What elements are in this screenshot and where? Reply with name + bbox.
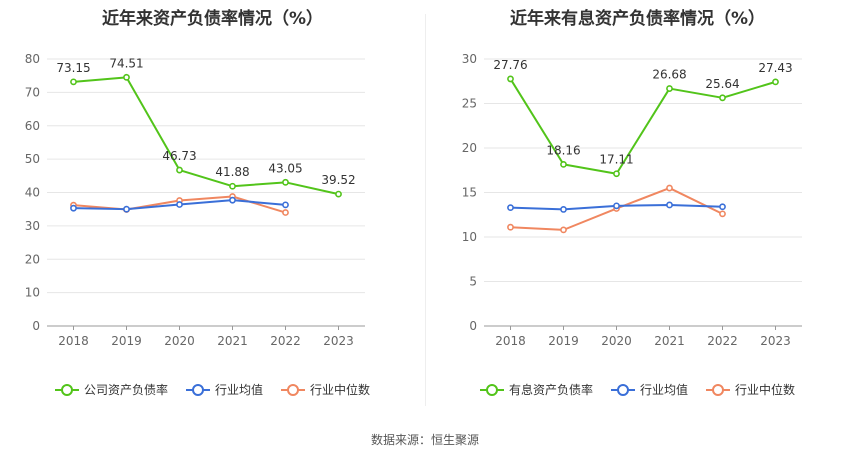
right-data-label: 26.68 [652, 68, 686, 82]
right-y-tick-label: 30 [462, 52, 477, 66]
left-data-point[interactable] [282, 178, 289, 186]
legend-item-2[interactable]: 行业中位数 [706, 381, 795, 398]
right-series-line-0 [509, 78, 776, 175]
left-data-point[interactable] [123, 205, 130, 213]
left-data-point[interactable] [282, 209, 289, 216]
left-y-tick-label: 30 [25, 219, 40, 233]
legend-item-1[interactable]: 行业均值 [185, 381, 263, 398]
left-chart-title: 近年来资产负债率情况（%） [101, 9, 324, 29]
right-x-tick-label: 2021 [654, 334, 685, 348]
left-line-chart: 0 10 20 30 40 50 60 70 80 2018 2019 2020 2021 2022 202… [25, 52, 365, 348]
right-data-point[interactable] [719, 210, 726, 218]
right-chart-legend: 有息资产负债率 行业均值 行业中位数 [425, 381, 850, 398]
left-data-point[interactable] [176, 201, 183, 208]
right-data-point[interactable] [666, 184, 673, 192]
left-data-label: 74.51 [109, 56, 143, 70]
left-data-point[interactable] [335, 190, 342, 198]
left-data-label: 46.73 [162, 149, 196, 163]
right-y-tick-label: 0 [469, 319, 477, 333]
left-data-point[interactable] [282, 201, 289, 209]
left-x-tick-label: 2023 [323, 334, 354, 348]
legend-swatch-icon [54, 383, 79, 397]
right-x-tick-label: 2018 [495, 334, 526, 348]
left-y-tick-label: 70 [25, 85, 40, 99]
right-data-point[interactable] [666, 85, 673, 92]
left-data-label: 41.88 [215, 165, 249, 179]
left-y-tick-label: 80 [25, 52, 40, 66]
left-data-label: 39.52 [321, 173, 355, 187]
right-x-tick-label: 2023 [760, 334, 791, 348]
left-chart-legend: 公司资产负债率 行业均值 行业中位数 [0, 381, 425, 398]
left-series-line-0 [73, 76, 339, 196]
legend-item-1[interactable]: 行业均值 [610, 381, 688, 398]
right-data-label: 18.16 [546, 143, 580, 157]
right-y-tick-label: 20 [462, 141, 477, 155]
legend-label: 行业均值 [214, 383, 263, 397]
left-x-tick-label: 2018 [58, 334, 89, 348]
right-y-tick-label: 15 [462, 186, 477, 200]
left-data-point[interactable] [229, 196, 236, 204]
right-data-point[interactable] [719, 203, 726, 211]
right-line-chart: 0 5 10 15 20 25 30 2018 2019 2020 2021 2022 2023 27.7… [462, 52, 802, 348]
left-x-tick-label: 2021 [217, 334, 248, 348]
right-y-tick-label: 5 [469, 275, 477, 289]
right-data-label: 17.11 [599, 153, 633, 167]
left-y-tick-label: 20 [25, 252, 40, 266]
right-data-point[interactable] [719, 94, 726, 102]
right-x-tick-label: 2019 [548, 334, 579, 348]
right-data-point[interactable] [560, 206, 567, 213]
right-data-label: 27.76 [493, 58, 527, 72]
left-data-point[interactable] [176, 166, 183, 174]
right-data-point[interactable] [613, 202, 620, 210]
legend-label: 行业中位数 [310, 383, 371, 397]
right-x-tick-label: 2020 [601, 334, 632, 348]
left-data-point[interactable] [229, 182, 236, 190]
legend-label: 行业中位数 [735, 383, 796, 397]
right-x-tick-label: 2022 [707, 334, 738, 348]
left-y-tick-label: 60 [25, 119, 40, 133]
right-data-point[interactable] [507, 223, 514, 231]
right-y-tick-label: 10 [462, 230, 477, 244]
left-data-point[interactable] [70, 78, 77, 86]
right-data-point[interactable] [507, 75, 514, 83]
right-y-tick-label: 25 [462, 97, 477, 111]
right-data-point[interactable] [507, 204, 514, 212]
right-data-point[interactable] [772, 78, 779, 86]
legend-label: 有息资产负债率 [508, 383, 593, 397]
left-data-label: 43.05 [268, 161, 302, 175]
left-x-tick-label: 2022 [270, 334, 301, 348]
legend-item-0[interactable]: 有息资产负债率 [479, 381, 593, 398]
left-x-tick-label: 2019 [111, 334, 142, 348]
legend-swatch-icon [479, 383, 504, 397]
left-data-point[interactable] [70, 204, 77, 212]
right-chart-panel: 近年来有息资产负债率情况（%） 0 5 10 15 20 25 30 2018 2019 2020… [425, 0, 850, 420]
left-y-tick-label: 10 [25, 286, 40, 300]
left-chart-panel: 近年来资产负债率情况（%） 0 10 20 30 40 50 60 70 80 2018 2019 2… [0, 0, 425, 420]
legend-swatch-icon [610, 383, 635, 397]
legend-swatch-icon [281, 383, 305, 397]
panel-divider [425, 14, 426, 406]
left-y-tick-label: 50 [25, 152, 40, 166]
right-data-point[interactable] [560, 160, 567, 168]
legend-swatch-icon [185, 383, 210, 397]
right-data-point[interactable] [613, 170, 620, 178]
left-y-tick-label: 40 [25, 186, 40, 200]
left-data-point[interactable] [123, 73, 130, 81]
legend-item-0[interactable]: 公司资产负债率 [54, 381, 168, 398]
right-chart-title: 近年来有息资产负债率情况（%） [509, 9, 766, 29]
legend-label: 行业均值 [639, 383, 688, 397]
legend-swatch-icon [706, 383, 730, 397]
left-data-label: 73.15 [56, 61, 90, 75]
right-data-point[interactable] [666, 201, 673, 209]
left-x-tick-label: 2020 [164, 334, 195, 348]
legend-item-2[interactable]: 行业中位数 [281, 381, 370, 398]
data-source-note: 数据来源：恒生聚源 [370, 433, 479, 447]
right-data-point[interactable] [560, 226, 567, 234]
left-y-tick-label: 0 [32, 319, 40, 333]
legend-label: 公司资产负债率 [83, 383, 168, 397]
right-data-label: 25.64 [705, 77, 739, 91]
right-data-label: 27.43 [758, 61, 792, 75]
